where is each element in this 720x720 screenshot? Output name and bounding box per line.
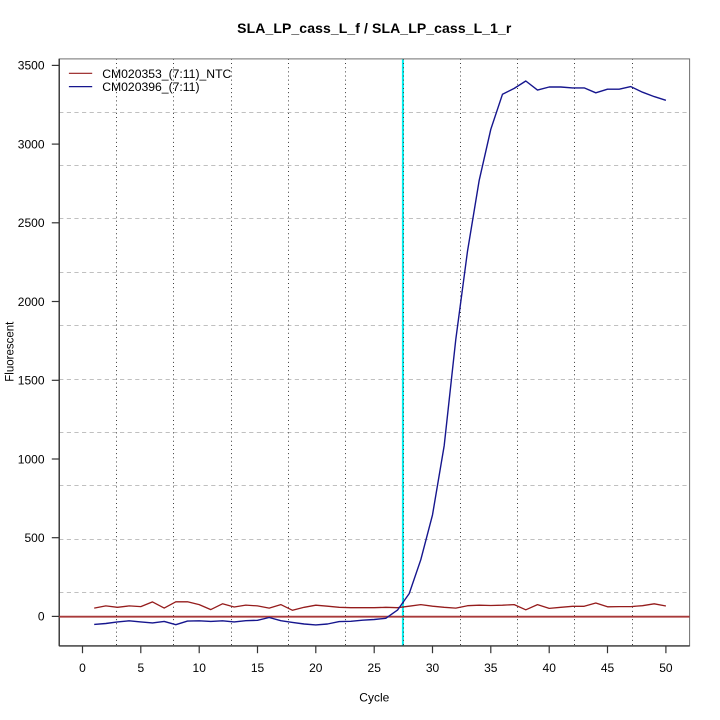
svg-text:0: 0	[38, 610, 45, 624]
svg-text:1000: 1000	[18, 452, 45, 466]
svg-text:20: 20	[309, 661, 323, 675]
svg-text:CM020353_(7:11)_NTC: CM020353_(7:11)_NTC	[102, 67, 231, 81]
svg-text:2000: 2000	[18, 295, 45, 309]
svg-text:30: 30	[426, 661, 440, 675]
svg-text:Fluorescent: Fluorescent	[5, 321, 17, 382]
svg-text:3000: 3000	[18, 137, 45, 151]
svg-text:SLA_LP_cass_L_f / SLA_LP_cass_: SLA_LP_cass_L_f / SLA_LP_cass_L_1_r	[237, 20, 512, 36]
svg-text:50: 50	[659, 661, 673, 675]
svg-text:0: 0	[79, 661, 86, 675]
svg-text:1500: 1500	[18, 374, 45, 388]
svg-text:CM020396_(7:11): CM020396_(7:11)	[102, 80, 199, 94]
svg-text:500: 500	[24, 531, 44, 545]
svg-text:45: 45	[601, 661, 615, 675]
svg-text:25: 25	[368, 661, 382, 675]
svg-text:Cycle: Cycle	[359, 690, 389, 704]
svg-text:35: 35	[484, 661, 498, 675]
svg-text:40: 40	[543, 661, 557, 675]
svg-text:2500: 2500	[18, 216, 45, 230]
svg-text:10: 10	[193, 661, 207, 675]
svg-text:5: 5	[137, 661, 144, 675]
svg-text:3500: 3500	[18, 59, 45, 73]
svg-text:15: 15	[251, 661, 265, 675]
